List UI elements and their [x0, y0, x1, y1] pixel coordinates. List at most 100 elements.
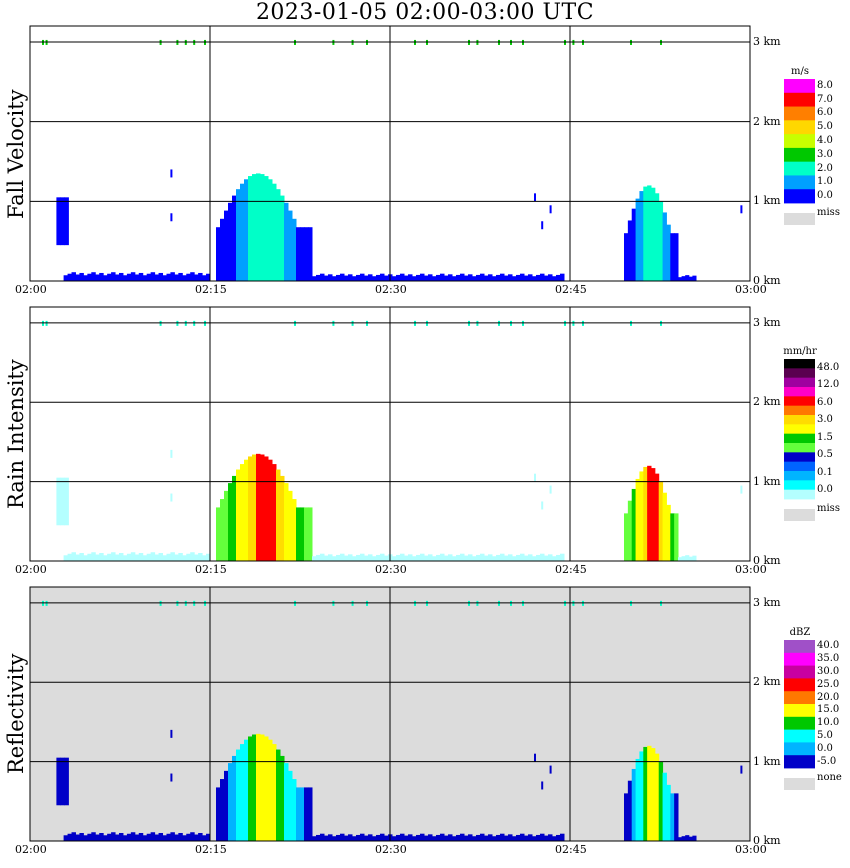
panel-2-colorbar-label: 3.0: [817, 414, 833, 426]
panel-3-echo: [432, 836, 437, 841]
panel-3-echo: [162, 835, 167, 841]
panel-3-echo: [138, 832, 144, 841]
panel-1-echo: [740, 205, 743, 214]
panel-2-echo: [544, 555, 549, 561]
panel-2-echo: [512, 556, 517, 561]
panel-1-echo: [122, 275, 128, 281]
panel-2-echo: [432, 556, 437, 561]
panel-3-echo: [651, 748, 656, 841]
panel-3-echo: [256, 733, 261, 841]
panel-2-echo: [216, 507, 221, 561]
panel-2-colorbar-swatch: [784, 424, 815, 435]
panel-1-echo: [280, 195, 285, 281]
panel-1-echo: [170, 169, 173, 178]
panel-3-echo: [79, 832, 84, 841]
panel-1-echo: [408, 274, 413, 281]
panel-2-echo: [138, 552, 144, 561]
panel-2-echo: [63, 555, 69, 561]
panel-1-echo: [460, 273, 465, 281]
panel-1-echo: [448, 274, 453, 281]
panel-3-echo: [662, 772, 667, 841]
panel-1-echo: [484, 275, 489, 281]
panel-1-echo: [436, 274, 441, 281]
panel-1-echo: [216, 227, 221, 281]
panel-1-echo: [284, 202, 289, 281]
panel-2-echo: [170, 493, 173, 502]
panel-3-echo: [627, 780, 633, 841]
panel-2-echo: [380, 553, 385, 561]
panel-1-colorbar-label: 0.0: [817, 190, 833, 202]
panel-3-echo: [248, 736, 253, 841]
panel-1-echo: [332, 276, 337, 281]
panel-2-echo: [440, 553, 445, 561]
panel-3-colorbar-swatch: [784, 665, 815, 679]
panel-3-echo: [549, 765, 552, 774]
panel-3-echo: [118, 832, 124, 841]
panel-2-echo: [456, 554, 461, 561]
panel-3-colorbar-swatch: [784, 716, 815, 730]
panel-3-echo: [496, 834, 501, 841]
panel-2-echo: [436, 554, 441, 561]
panel-1-echo: [304, 227, 309, 281]
panel-1-x-tick: 02:15: [195, 283, 227, 296]
panel-1-echo: [360, 273, 365, 281]
panel-2-echo: [206, 553, 211, 561]
panel-2-echo: [516, 554, 521, 561]
panel-1-echo: [79, 272, 84, 281]
panel-1-echo: [516, 274, 521, 281]
panel-1-echo: [190, 272, 195, 281]
panel-3-colorbar-swatch: [784, 640, 815, 654]
panel-1-echo: [500, 273, 505, 281]
panel-2-echo: [103, 555, 108, 561]
panel-1-echo: [536, 274, 541, 281]
panel-2-echo: [276, 469, 281, 561]
panel-3-echo: [91, 832, 96, 841]
panel-1-echo: [198, 272, 203, 281]
panel-2-echo: [384, 555, 389, 561]
panel-1-echo: [150, 272, 156, 281]
panel-2-echo: [158, 552, 164, 561]
panel-1-echo: [651, 187, 656, 281]
panel-2-echo: [146, 553, 152, 561]
panel-1-echo: [488, 274, 493, 281]
panel-3-echo: [544, 835, 549, 841]
panel-2-echo: [643, 466, 648, 561]
panel-1-echo: [348, 274, 353, 281]
panel-2-echo: [308, 507, 313, 561]
panel-2-colorbar-swatch: [784, 480, 815, 491]
panel-1-x-tick: 02:45: [555, 283, 587, 296]
panel-2-echo: [332, 556, 337, 561]
panel-1-colorbar-label: 1.0: [817, 176, 833, 188]
panel-3-echo: [560, 833, 565, 841]
panel-1-echo: [162, 275, 167, 281]
panel-3-echo: [647, 745, 652, 841]
panel-3-echo: [170, 773, 173, 782]
panel-2-echo: [548, 554, 553, 561]
panel-3-colorbar-swatch: [784, 652, 815, 666]
panel-2-echo: [115, 554, 120, 561]
panel-2-echo: [368, 554, 373, 561]
panel-3-echo: [624, 793, 629, 841]
panel-2-echo: [194, 554, 199, 561]
panel-3-echo: [670, 793, 675, 841]
panel-3-echo: [468, 834, 473, 841]
panel-3-colorbar-swatch: [784, 704, 815, 718]
panel-2-echo: [336, 554, 341, 561]
panel-3-echo: [364, 835, 369, 841]
panel-1-echo: [624, 233, 629, 281]
panel-1-echo: [412, 276, 417, 281]
panel-1-echo: [464, 275, 469, 281]
panel-1-y-tick: 3 km: [753, 34, 781, 48]
panel-1-echo: [264, 176, 269, 281]
panel-2-colorbar-swatch: [784, 452, 815, 463]
panel-1-colorbar-swatch: [784, 106, 815, 121]
panel-2-echo: [372, 556, 377, 561]
panel-1-echo: [272, 183, 277, 281]
panel-1-echo: [400, 273, 405, 281]
panel-2-echo: [348, 554, 353, 561]
panel-3-echo: [408, 834, 413, 841]
panel-1-echo: [420, 273, 425, 281]
panel-3-echo: [186, 833, 191, 841]
panel-2-echo: [292, 499, 297, 561]
